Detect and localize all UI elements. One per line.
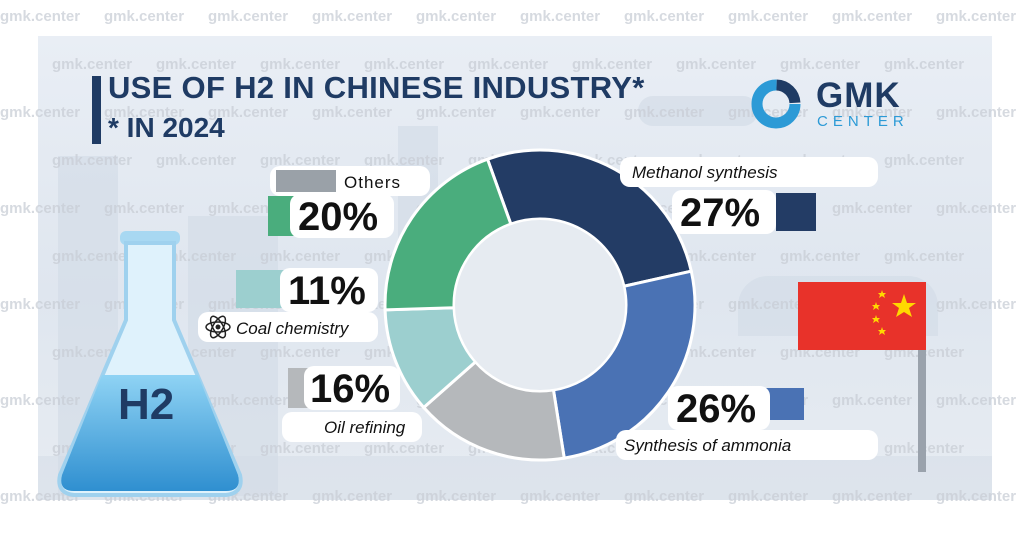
logo-ring-icon bbox=[751, 79, 801, 129]
flag-pole bbox=[918, 282, 926, 472]
china-flag bbox=[798, 282, 926, 350]
logo-name: GMK bbox=[816, 76, 901, 115]
donut-slice-others bbox=[383, 157, 513, 312]
slice-label-oil: Oil refining bbox=[324, 418, 406, 437]
slice-value-coal: 11% bbox=[288, 269, 366, 313]
chart-title: USE OF H2 IN CHINESE INDUSTRY* bbox=[108, 70, 645, 105]
flag-stars-icon bbox=[872, 290, 916, 335]
slice-label-others: Others bbox=[344, 173, 401, 192]
callout-coal: 11% Coal chemistry bbox=[198, 268, 378, 342]
donut-slice-methanol bbox=[485, 148, 694, 289]
donut-slice-ammonia bbox=[551, 269, 697, 460]
gmk-center-logo: GMK CENTER bbox=[748, 76, 918, 132]
flask-icon bbox=[57, 231, 243, 497]
slice-value-methanol: 27% bbox=[680, 191, 760, 235]
flask-label: H2 bbox=[118, 380, 175, 429]
donut-hole bbox=[455, 220, 625, 390]
industry-photo-icon bbox=[276, 170, 336, 192]
callout-methanol: Methanol synthesis 27% bbox=[620, 157, 878, 235]
chart-subtitle: * IN 2024 bbox=[108, 112, 225, 143]
atom-icon bbox=[205, 315, 231, 339]
callout-others: Others 20% bbox=[268, 166, 430, 239]
slice-label-ammonia: Synthesis of ammonia bbox=[624, 436, 791, 455]
slice-value-oil: 16% bbox=[310, 367, 390, 411]
slice-label-methanol: Methanol synthesis bbox=[632, 163, 778, 182]
slice-value-ammonia: 26% bbox=[676, 387, 756, 431]
slice-label-coal: Coal chemistry bbox=[236, 319, 350, 338]
callout-oil: 16% Oil refining bbox=[282, 366, 422, 442]
title-accent-bar bbox=[92, 76, 101, 144]
logo-subtitle: CENTER bbox=[817, 113, 909, 130]
slice-value-others: 20% bbox=[298, 195, 378, 239]
callout-ammonia: 26% Synthesis of ammonia bbox=[616, 386, 878, 460]
